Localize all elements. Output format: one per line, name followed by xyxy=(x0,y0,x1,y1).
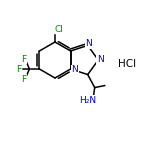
Text: F: F xyxy=(16,64,21,74)
Text: F: F xyxy=(21,55,26,64)
Text: N: N xyxy=(85,39,92,48)
Text: H₂N: H₂N xyxy=(79,96,96,105)
Text: HCl: HCl xyxy=(118,59,136,69)
Text: Cl: Cl xyxy=(55,24,63,33)
Text: N: N xyxy=(97,55,104,64)
Text: F: F xyxy=(21,74,26,83)
Text: N: N xyxy=(72,66,78,74)
